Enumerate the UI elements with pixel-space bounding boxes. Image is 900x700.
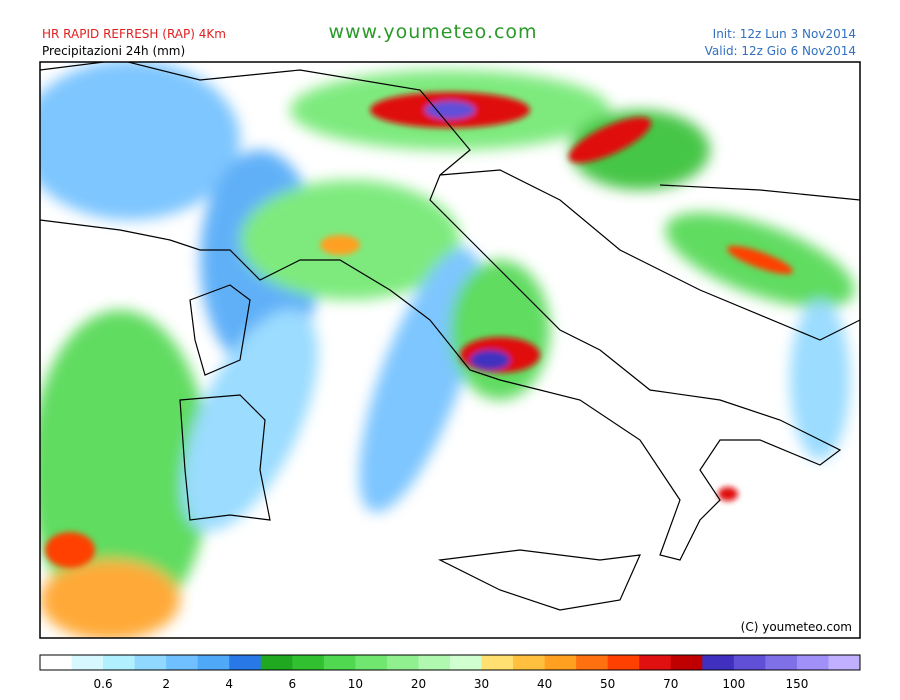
legend-swatch [481,655,514,670]
legend-swatch [229,655,262,670]
legend-swatch [450,655,483,670]
legend-swatch [40,655,73,670]
legend-label: 40 [537,677,552,691]
legend-swatch [576,655,609,670]
legend-swatch [702,655,735,670]
legend-swatch [260,655,293,670]
map-frame [39,61,861,639]
legend: 0.6 2 4 6 10 20 30 40 50 70 100 150 [40,655,861,691]
legend-frame [39,654,861,671]
legend-swatch [71,655,104,670]
legend-label: 100 [722,677,745,691]
legend-swatch [134,655,167,670]
copyright: (C) youmeteo.com [741,620,852,634]
legend-label: 4 [225,677,233,691]
legend-label: 70 [663,677,678,691]
legend-swatch [765,655,798,670]
model-name: HR RAPID REFRESH (RAP) 4Km [42,27,226,41]
legend-swatch [544,655,577,670]
legend-swatch [386,655,419,670]
legend-label: 50 [600,677,615,691]
init-time: Init: 12z Lun 3 Nov2014 [713,27,856,41]
legend-swatch [670,655,703,670]
legend-swatch [103,655,136,670]
valid-time: Valid: 12z Gio 6 Nov2014 [705,44,856,58]
legend-label: 6 [288,677,296,691]
site-name: www.youmeteo.com [328,21,537,43]
legend-label: 20 [411,677,426,691]
legend-label: 30 [474,677,489,691]
legend-label: 0.6 [94,677,113,691]
legend-swatch [513,655,546,670]
map-area: (C) youmeteo.com [40,62,860,638]
legend-swatch [607,655,640,670]
legend-swatch [828,655,861,670]
field-name: Precipitazioni 24h (mm) [42,44,185,58]
legend-swatch [639,655,672,670]
legend-label: 2 [162,677,170,691]
legend-swatch [418,655,451,670]
legend-swatch [197,655,230,670]
legend-swatch [323,655,356,670]
legend-label: 10 [348,677,363,691]
legend-swatch [796,655,829,670]
legend-label: 150 [785,677,808,691]
legend-swatch [292,655,325,670]
legend-swatch [166,655,199,670]
legend-swatch [733,655,766,670]
legend-swatch [355,655,388,670]
